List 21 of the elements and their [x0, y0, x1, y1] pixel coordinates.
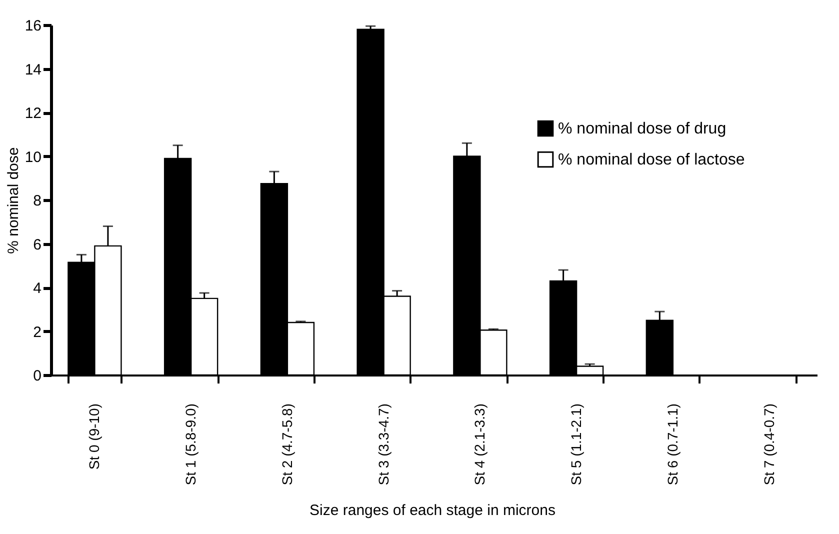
x-tick-label: St 0 (9-10) [86, 404, 102, 470]
legend-label: % nominal dose of lactose [558, 152, 745, 168]
y-tick-label: 0 [33, 368, 42, 384]
legend-label: % nominal dose of drug [558, 120, 726, 138]
y-tick-label: 14 [24, 61, 42, 78]
y-tick-label: 4 [33, 280, 42, 297]
x-axis-title: Size ranges of each stage in microns [310, 502, 556, 520]
x-tick-label: St 4 (2.1-3.3) [472, 404, 488, 486]
y-tick-label: 12 [24, 105, 42, 122]
y-tick-label: 8 [33, 192, 42, 210]
y-tick-label: 2 [33, 324, 42, 341]
x-tick-label: St 1 (5.8-9.0) [182, 404, 199, 486]
x-tick-label: St 2 (4.7-5.8) [278, 404, 295, 486]
y-tick-label: 16 [24, 18, 42, 34]
y-tick-label: 6 [33, 236, 42, 254]
x-tick-label: St 3 (3.3-4.7) [375, 404, 392, 486]
x-tick-label: St 5 (1.1-2.1) [568, 404, 584, 486]
y-tick-label: 10 [24, 148, 42, 166]
y-axis-title: % nominal dose [4, 147, 22, 254]
x-tick-label: St 6 (0.7-1.1) [664, 404, 680, 486]
x-tick-label: St 7 (0.4-0.7) [760, 404, 777, 486]
